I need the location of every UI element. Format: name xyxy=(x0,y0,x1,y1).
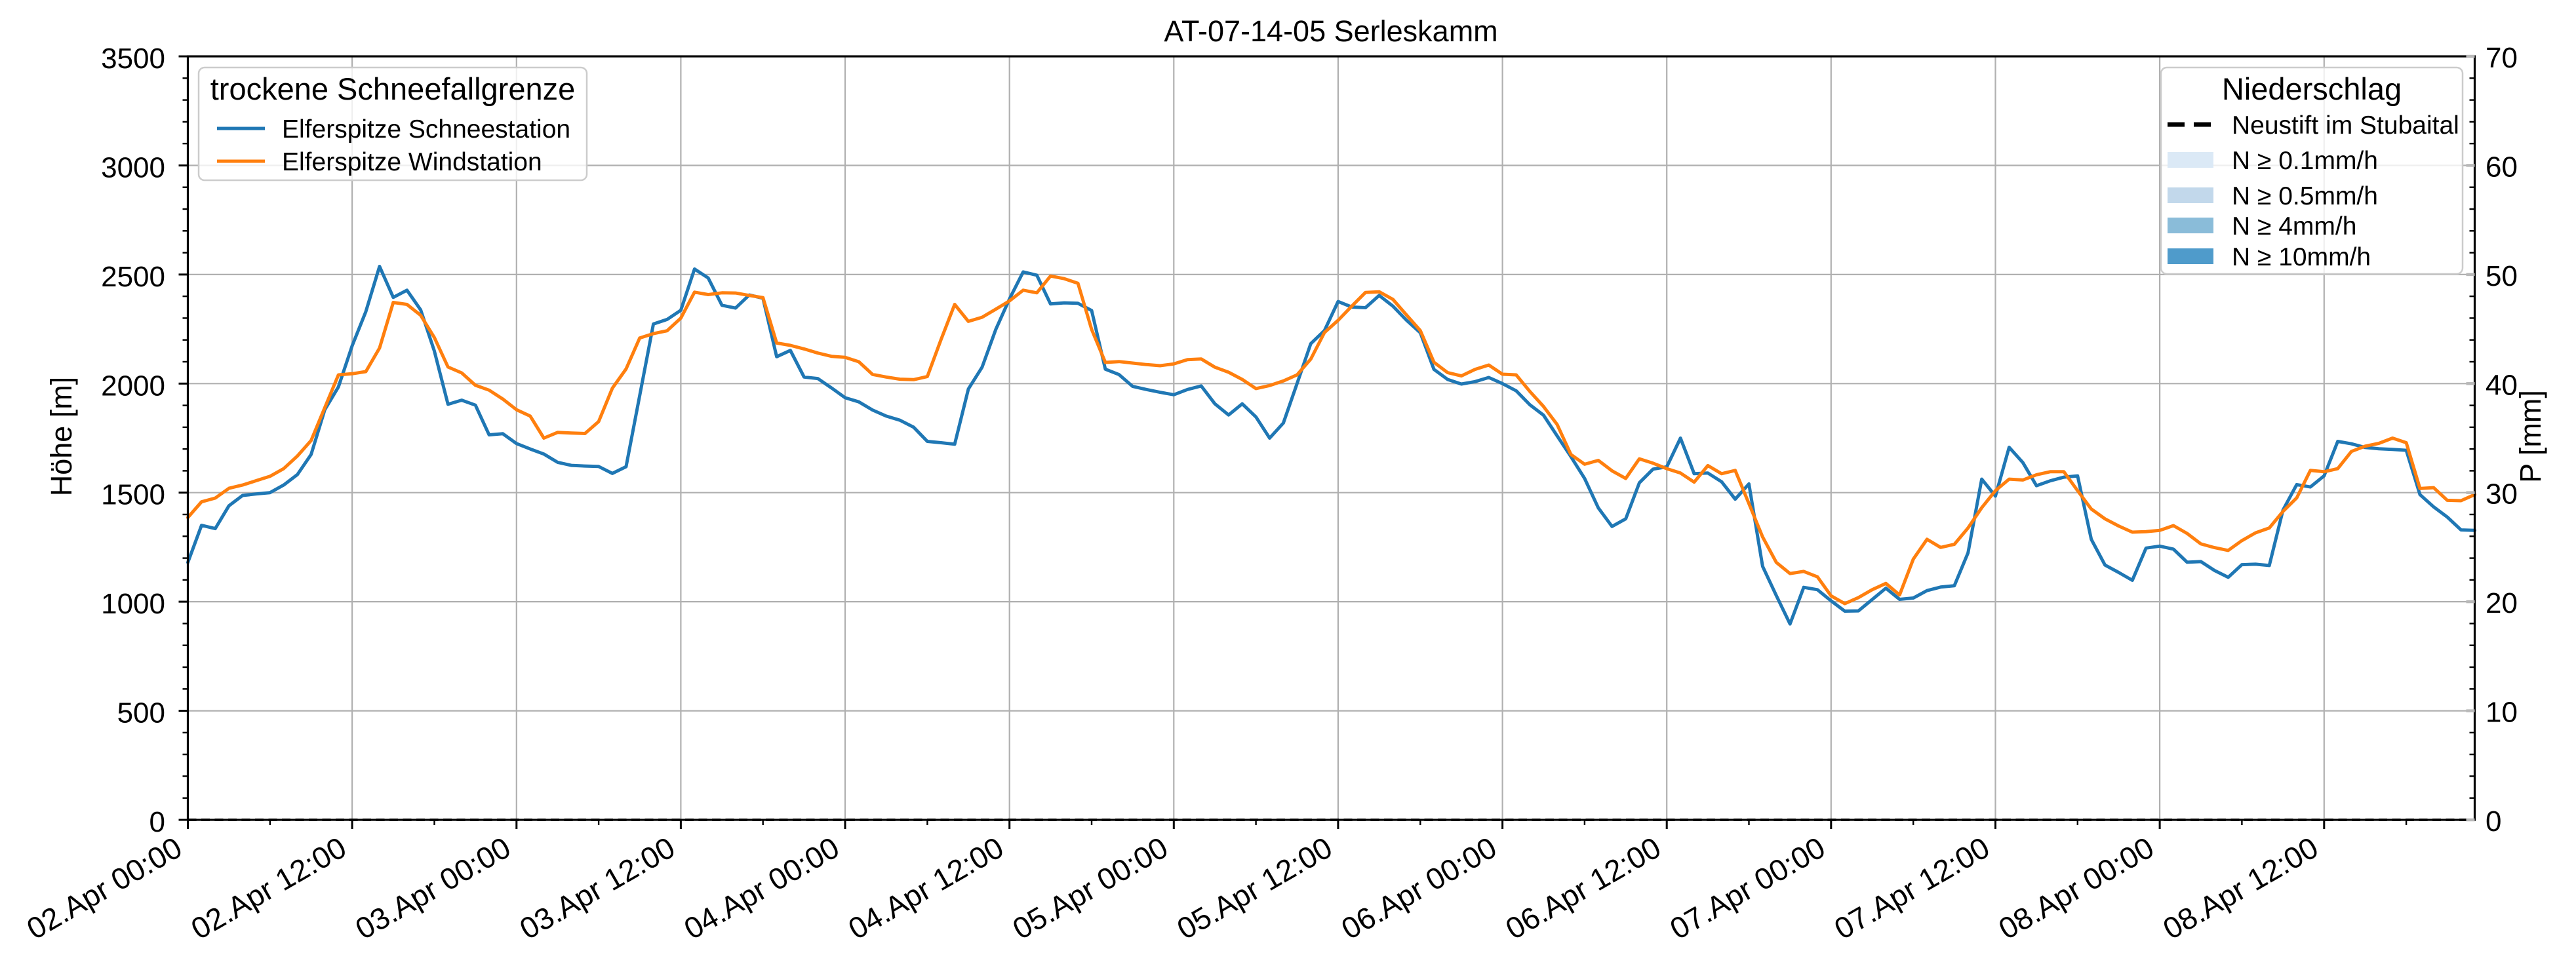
svg-text:10: 10 xyxy=(2486,697,2518,729)
svg-text:3000: 3000 xyxy=(101,151,165,184)
svg-text:Elferspitze Windstation: Elferspitze Windstation xyxy=(282,148,542,176)
svg-text:50: 50 xyxy=(2486,260,2518,292)
svg-text:30: 30 xyxy=(2486,478,2518,511)
svg-text:Neustift im Stubaital: Neustift im Stubaital xyxy=(2232,111,2459,140)
svg-text:40: 40 xyxy=(2486,369,2518,401)
svg-text:N ≥ 0.1mm/h: N ≥ 0.1mm/h xyxy=(2232,147,2378,175)
svg-text:P [mm]: P [mm] xyxy=(2514,390,2547,483)
svg-text:20: 20 xyxy=(2486,587,2518,619)
svg-text:1500: 1500 xyxy=(101,479,165,511)
svg-text:N ≥ 10mm/h: N ≥ 10mm/h xyxy=(2232,243,2371,271)
svg-text:1000: 1000 xyxy=(101,588,165,620)
svg-text:AT-07-14-05 Serleskamm: AT-07-14-05 Serleskamm xyxy=(1164,14,1497,48)
svg-text:0: 0 xyxy=(2486,805,2501,838)
svg-text:0: 0 xyxy=(149,806,165,838)
svg-text:Elferspitze Schneestation: Elferspitze Schneestation xyxy=(282,115,570,144)
svg-text:2500: 2500 xyxy=(101,261,165,293)
svg-text:500: 500 xyxy=(117,697,165,729)
svg-text:Niederschlag: Niederschlag xyxy=(2222,71,2402,106)
svg-text:N ≥ 4mm/h: N ≥ 4mm/h xyxy=(2232,212,2356,241)
svg-text:N ≥ 0.5mm/h: N ≥ 0.5mm/h xyxy=(2232,182,2378,210)
svg-text:70: 70 xyxy=(2486,42,2518,74)
svg-text:3500: 3500 xyxy=(101,43,165,75)
svg-text:2000: 2000 xyxy=(101,370,165,402)
svg-text:trockene Schneefallgrenze: trockene Schneefallgrenze xyxy=(210,71,576,106)
svg-text:Höhe [m]: Höhe [m] xyxy=(45,377,78,497)
svg-text:60: 60 xyxy=(2486,151,2518,183)
